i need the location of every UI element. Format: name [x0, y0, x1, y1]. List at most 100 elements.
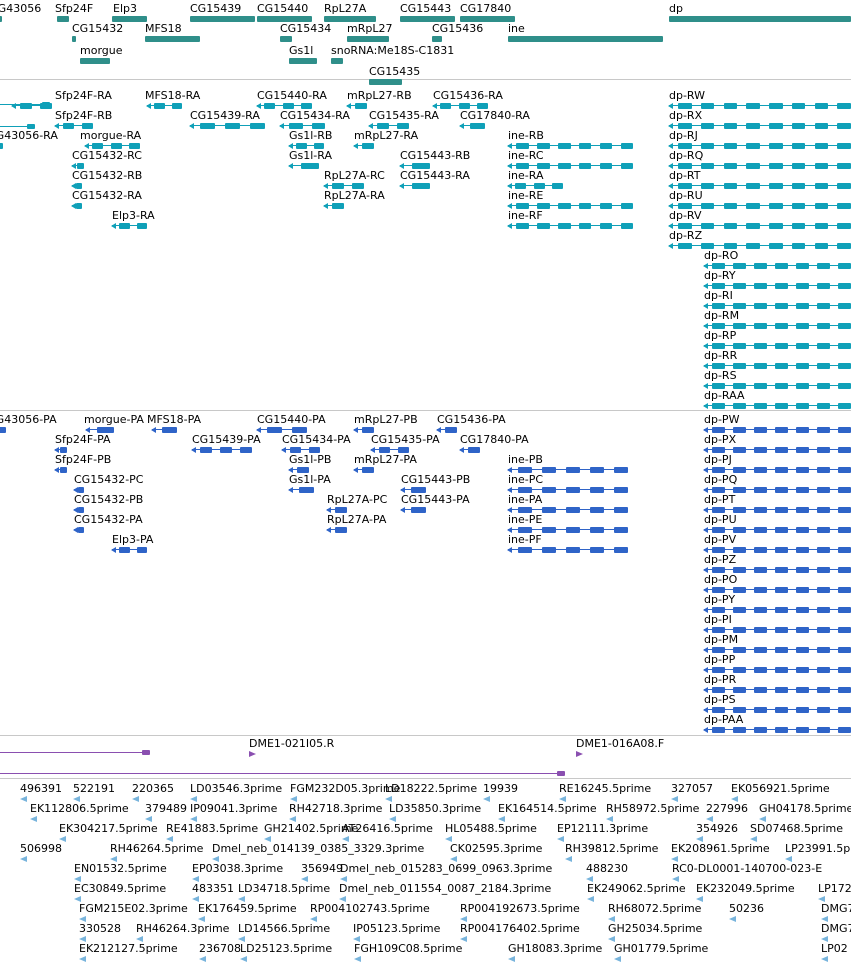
transcripts-exon-block[interactable]	[599, 203, 613, 209]
transcripts-feature-label[interactable]: dp-RR	[704, 349, 738, 362]
transcripts-exon-block[interactable]	[769, 203, 783, 209]
est-glyph-icon[interactable]	[212, 856, 219, 862]
proteins-exon-block[interactable]	[541, 527, 556, 533]
transcripts-exon-block[interactable]	[775, 303, 788, 309]
transcripts-feature-label[interactable]: ine-RF	[508, 209, 543, 222]
genes-feature-label[interactable]: CG15436	[432, 22, 484, 35]
proteins-exon-block[interactable]	[613, 487, 628, 493]
proteins-feature-label[interactable]: dp-PT	[704, 493, 736, 506]
transcripts-exon-block[interactable]	[412, 163, 430, 169]
ests-feature-label[interactable]: IP09041.3prime	[190, 802, 278, 815]
gene-glyph[interactable]	[190, 16, 255, 22]
est-glyph-icon[interactable]	[240, 956, 247, 962]
transcripts-exon-block[interactable]	[837, 103, 851, 109]
transcripts-exon-block[interactable]	[814, 223, 829, 229]
transcripts-exon-block[interactable]	[814, 203, 829, 209]
transcripts-exon-block[interactable]	[817, 363, 830, 369]
proteins-exon-block[interactable]	[613, 467, 628, 473]
transcripts-exon-block[interactable]	[746, 123, 760, 129]
gene-glyph[interactable]	[112, 16, 147, 22]
transcripts-feature-label[interactable]: MFS18-RA	[145, 89, 201, 102]
transcripts-feature-label[interactable]: Elp3-RA	[112, 209, 155, 222]
est-glyph-icon[interactable]	[340, 876, 347, 882]
proteins-exon-block[interactable]	[775, 607, 788, 613]
proteins-exon-block[interactable]	[220, 447, 232, 453]
transcripts-feature-label[interactable]: dp-RI	[704, 289, 733, 302]
transcripts-exon-block[interactable]	[769, 123, 783, 129]
transcripts-exon-block[interactable]	[723, 103, 738, 109]
transcripts-feature-label[interactable]: CG15432-RB	[72, 169, 143, 182]
transcripts-exon-block[interactable]	[733, 323, 746, 329]
transcripts-exon-block[interactable]	[620, 143, 633, 149]
proteins-feature-label[interactable]: MFS18-PA	[147, 413, 202, 426]
proteins-feature-label[interactable]: CG15434-PA	[282, 433, 351, 446]
est-glyph-icon[interactable]	[460, 936, 467, 942]
proteins-exon-block[interactable]	[754, 707, 767, 713]
transcripts-exon-block[interactable]	[733, 283, 746, 289]
gene-glyph[interactable]	[432, 36, 442, 42]
proteins-exon-block[interactable]	[565, 527, 580, 533]
transcripts-exon-block[interactable]	[700, 143, 715, 149]
proteins-exon-block[interactable]	[838, 427, 851, 433]
ests-feature-label[interactable]: RC0-DL0001-140700-023-E	[672, 862, 823, 875]
proteins-exon-block[interactable]	[796, 467, 809, 473]
proteins-feature-label[interactable]: CG17840-PA	[460, 433, 529, 446]
genes-feature-label[interactable]: snoRNA:Me18S-C1831	[331, 44, 455, 57]
transcripts-exon-block[interactable]	[796, 383, 809, 389]
est-glyph-icon[interactable]	[696, 896, 703, 902]
transcripts-feature-label[interactable]: morgue-RA	[80, 129, 142, 142]
transcripts-exon-block[interactable]	[723, 123, 738, 129]
transcripts-exon-block[interactable]	[250, 123, 265, 129]
genes-feature-label[interactable]: dp	[669, 2, 683, 15]
ests-feature-label[interactable]: 483351	[192, 882, 234, 895]
est-glyph-icon[interactable]	[342, 836, 349, 842]
transcripts-exon-block[interactable]	[817, 283, 830, 289]
transcripts-feature-label[interactable]: dp-RY	[704, 269, 736, 282]
proteins-exon-block[interactable]	[775, 707, 788, 713]
ests-feature-label[interactable]: RE41883.5prime	[166, 822, 259, 835]
proteins-feature-label[interactable]: CG15439-PA	[192, 433, 261, 446]
ests-feature-label[interactable]: HL05488.5prime	[445, 822, 537, 835]
proteins-feature-label[interactable]: CG43056-PA	[0, 413, 57, 426]
proteins-exon-block[interactable]	[733, 427, 746, 433]
genes-feature-label[interactable]: CG15435	[369, 65, 421, 78]
transcripts-exon-block[interactable]	[599, 223, 613, 229]
proteins-exon-block[interactable]	[517, 527, 532, 533]
transcripts-exon-block[interactable]	[775, 323, 788, 329]
transcripts-exon-block[interactable]	[712, 283, 725, 289]
est-glyph-icon[interactable]	[353, 936, 360, 942]
transcripts-exon-block[interactable]	[796, 263, 809, 269]
transcripts-exon-block[interactable]	[838, 403, 851, 409]
proteins-feature-label[interactable]: dp-PJ	[704, 453, 732, 466]
proteins-exon-block[interactable]	[775, 567, 788, 573]
proteins-exon-block[interactable]	[0, 427, 6, 433]
proteins-feature-label[interactable]: ine-PB	[508, 453, 543, 466]
proteins-exon-block[interactable]	[733, 667, 746, 673]
transcripts-exon-block[interactable]	[754, 303, 767, 309]
transcripts-exon-block[interactable]	[754, 403, 767, 409]
proteins-feature-label[interactable]: CG15443-PA	[401, 493, 470, 506]
proteins-exon-block[interactable]	[796, 567, 809, 573]
transcripts-feature-label[interactable]: RpL27A-RA	[324, 189, 385, 202]
proteins-feature-label[interactable]: Gs1l-PA	[289, 473, 331, 486]
proteins-feature-label[interactable]: dp-PW	[704, 413, 740, 426]
est-glyph-icon[interactable]	[389, 816, 396, 822]
est-glyph-icon[interactable]	[750, 836, 757, 842]
transcripts-exon-block[interactable]	[296, 143, 307, 149]
gene-glyph[interactable]	[0, 16, 2, 22]
proteins-exon-block[interactable]	[517, 487, 532, 493]
est-glyph-icon[interactable]	[339, 896, 346, 902]
proteins-feature-label[interactable]: dp-PAA	[704, 713, 744, 726]
transcripts-exon-block[interactable]	[837, 123, 851, 129]
transcripts-exon-block[interactable]	[458, 103, 470, 109]
proteins-exon-block[interactable]	[589, 507, 604, 513]
transcripts-exon-block[interactable]	[700, 243, 715, 249]
proteins-exon-block[interactable]	[754, 427, 767, 433]
proteins-feature-label[interactable]: ine-PE	[508, 513, 543, 526]
proteins-exon-block[interactable]	[712, 627, 725, 633]
transcripts-exon-block[interactable]	[516, 223, 529, 229]
ests-feature-label[interactable]: EK176459.5prime	[198, 902, 297, 915]
transcripts-exon-block[interactable]	[712, 263, 725, 269]
ests-feature-label[interactable]: GH01779.5prime	[614, 942, 709, 955]
transcripts-exon-block[interactable]	[837, 203, 851, 209]
